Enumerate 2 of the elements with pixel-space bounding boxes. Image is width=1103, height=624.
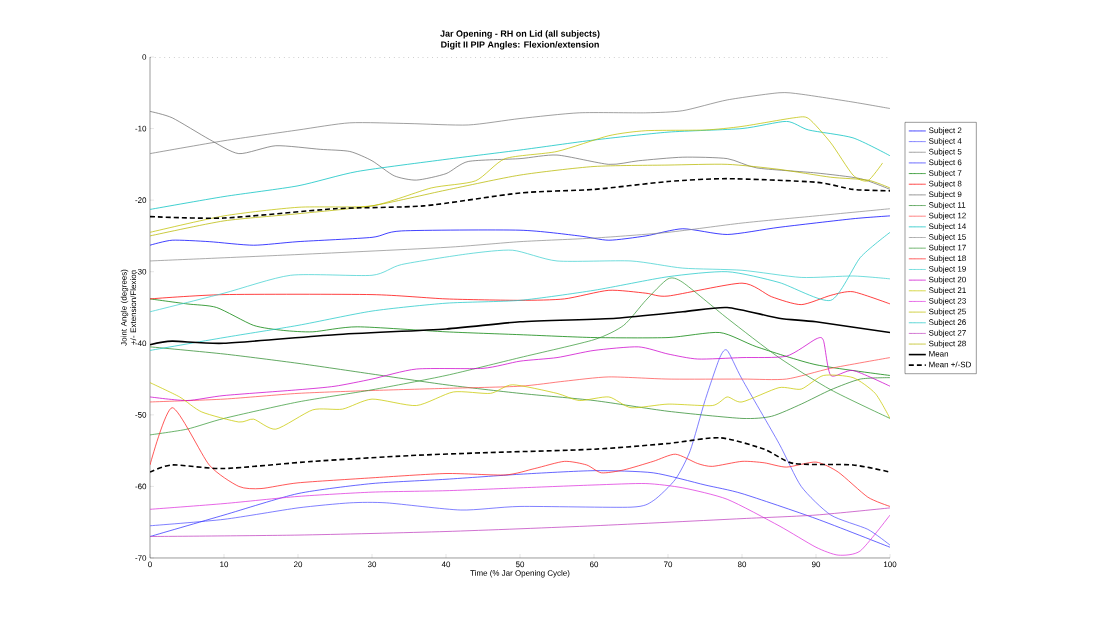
chart-title: Jar Opening - RH on Lid (all subjects) [440,30,600,39]
chart-subtitle: Digit II PIP Angles: Flexion/extension [441,41,599,50]
